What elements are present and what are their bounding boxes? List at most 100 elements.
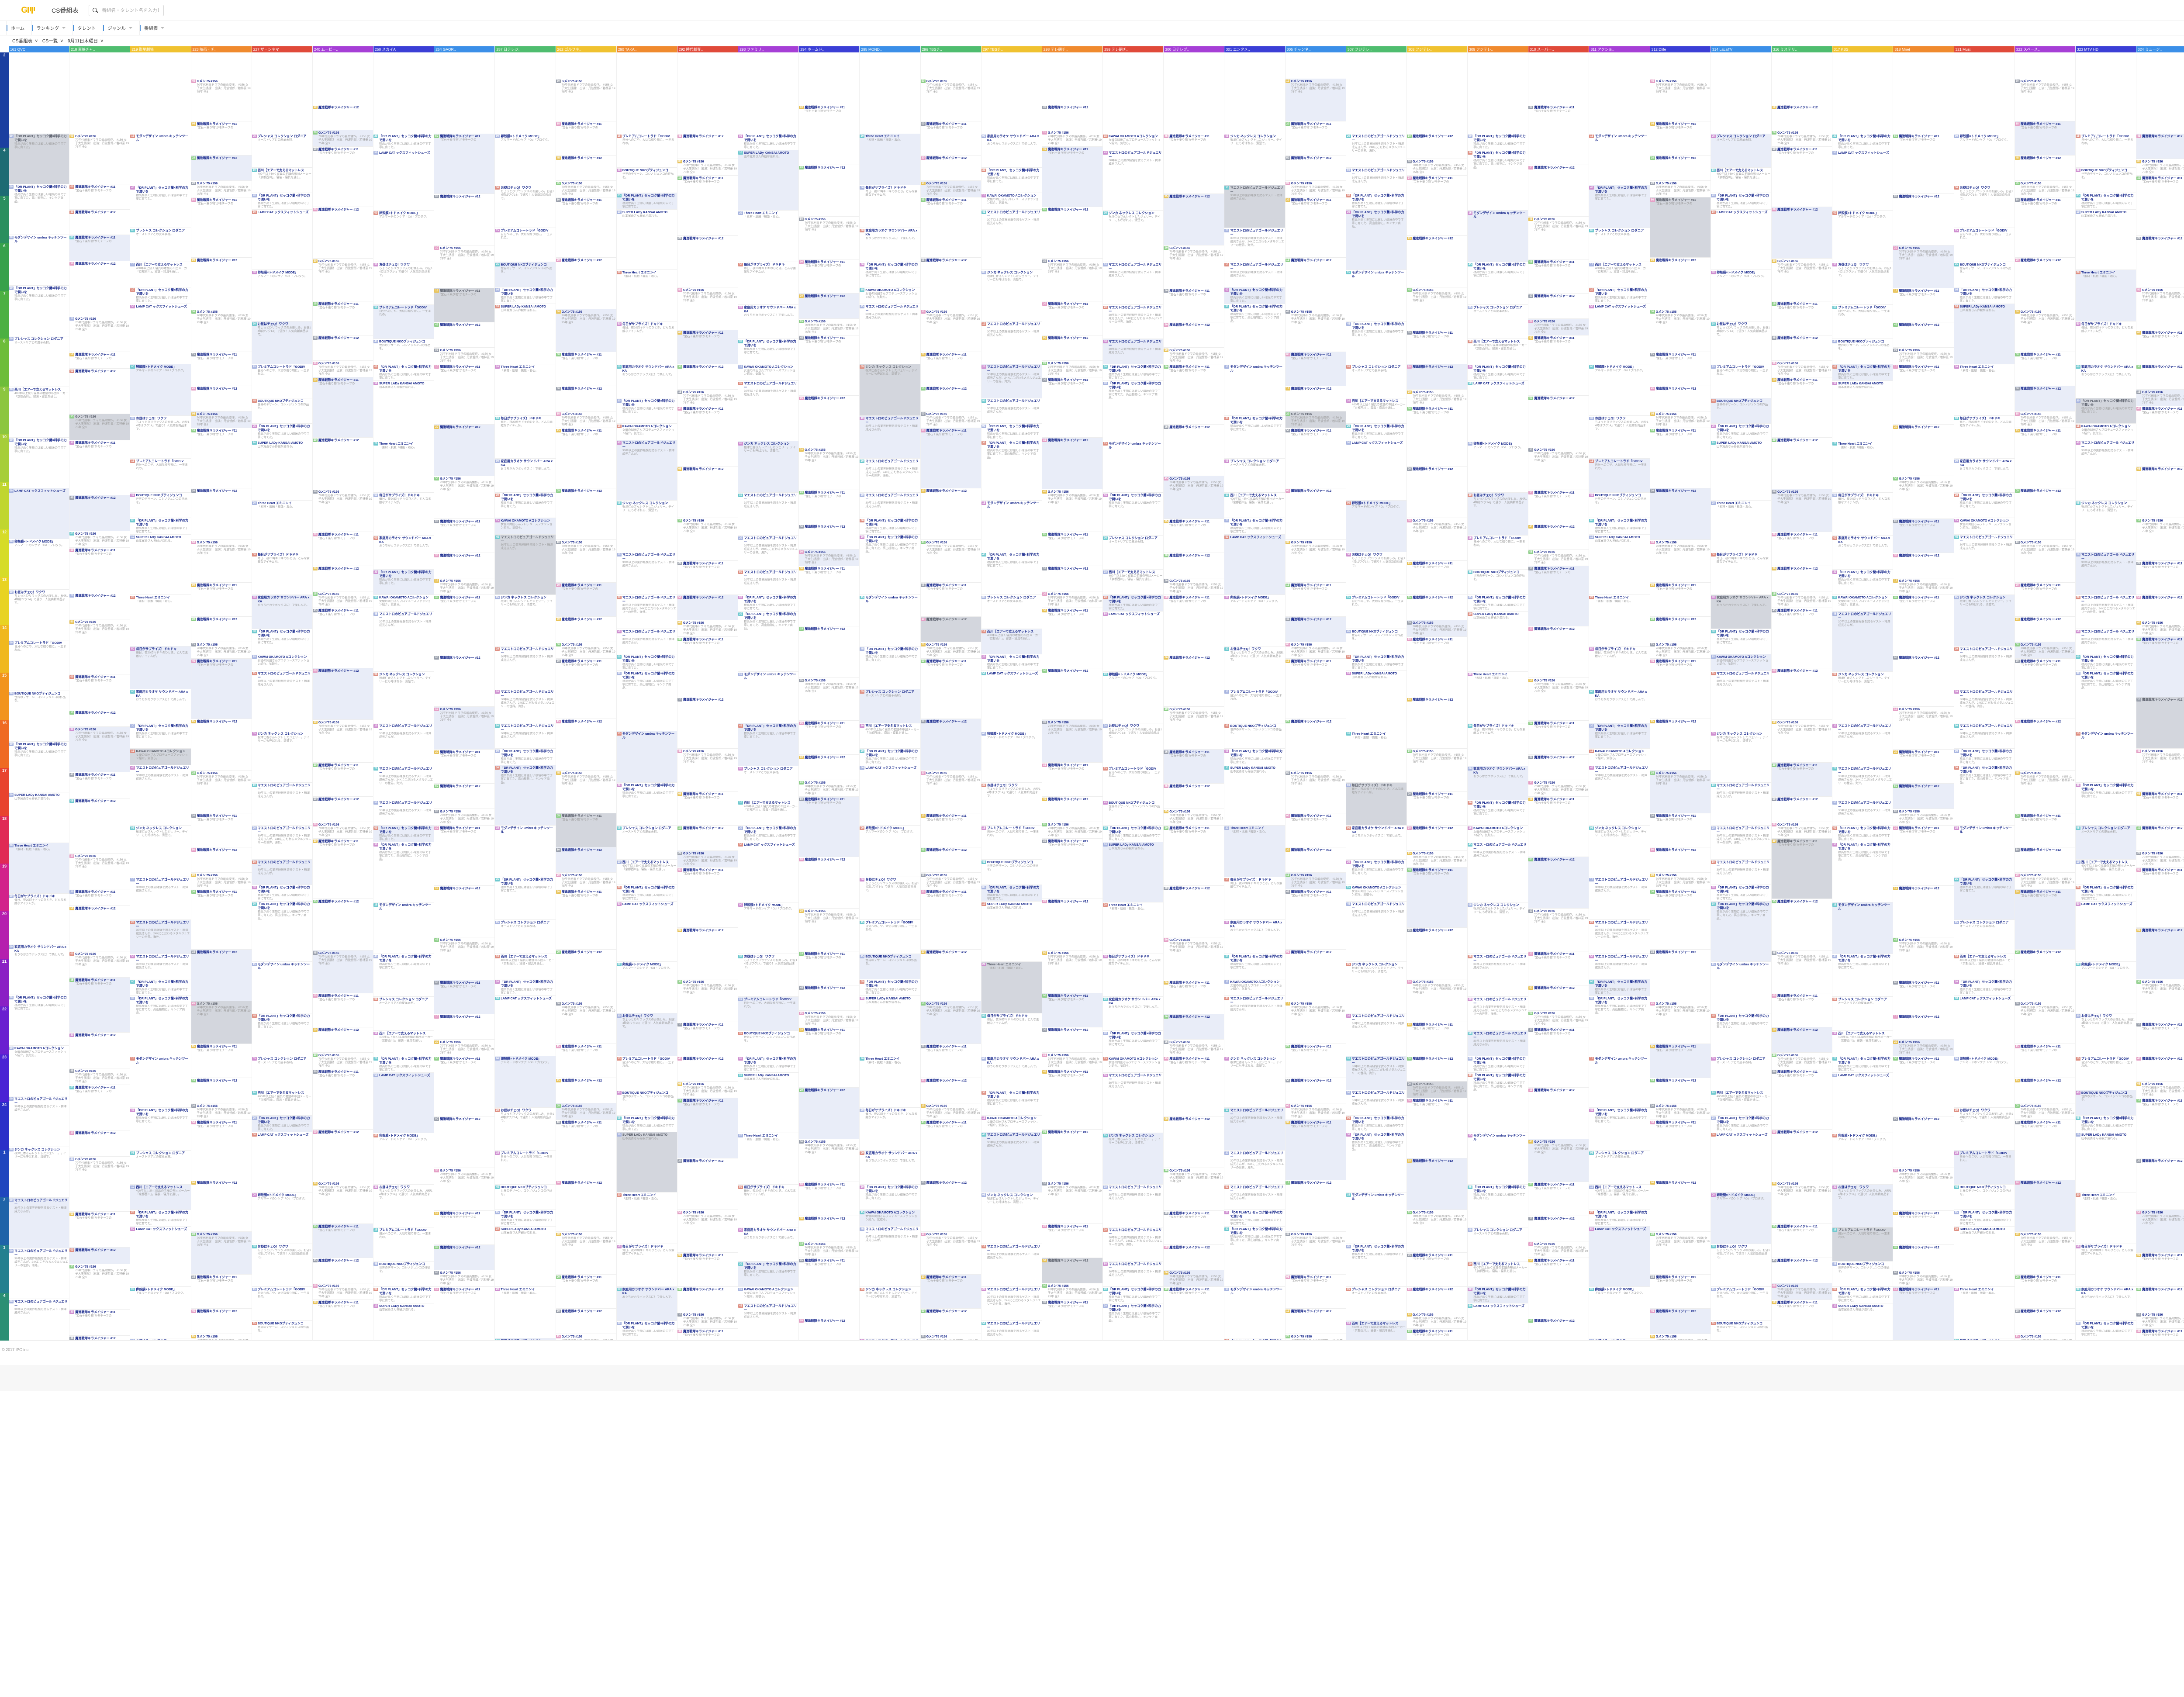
channel-header-295[interactable]: 295 MOND.. [860, 46, 920, 52]
program-cell[interactable]: 30「DR PLANT」セッコク蘭×科学の力で潤いを標高が高く生物には厳しい環境… [1224, 304, 1285, 364]
program-cell[interactable]: 45「DR PLANT」セッコク蘭×科学の力で潤いを標高が高く生物には厳しい環境… [1711, 1013, 1771, 1056]
program-cell[interactable]: 45「DR PLANT」セッコク蘭×科学の力で潤いを標高が高く生物には厳しい環境… [252, 1013, 312, 1056]
chevron-down-icon[interactable]: ∨ [35, 39, 38, 43]
channel-header-223[interactable]: 223 映画・チ.. [191, 46, 252, 52]
program-cell[interactable]: 20「DR PLANT」セッコク蘭×科学の力で潤いを標高が高く生物には厳しい環境… [1711, 193, 1771, 210]
channel-header-227[interactable]: 227 ザ・シネマ [252, 46, 312, 52]
program-cell[interactable]: 20「DR PLANT」セッコク蘭×科学の力で潤いを標高が高く生物には厳しい環境… [1468, 1287, 1528, 1303]
program-cell[interactable]: 30「DR PLANT」セッコク蘭×科学の力で潤いを標高が高く生物には厳しい環境… [1103, 1031, 1163, 1056]
chevron-down-icon[interactable]: ∨ [60, 39, 64, 43]
g-guide-logo[interactable]: G [12, 6, 44, 15]
program-cell[interactable]: 00「DR PLANT」セッコク蘭×科学の力で潤いを標高が高く生物には厳しい環境… [1103, 1287, 1163, 1303]
program-cell[interactable]: 00「DR PLANT」セッコク蘭×科学の力で潤いを標高が高く生物には厳しい環境… [981, 424, 1042, 440]
channel-header-262[interactable]: 262 ゴルフネ.. [556, 46, 616, 52]
channel-header-254[interactable]: 254 GAOR.. [434, 46, 494, 52]
program-cell[interactable]: 30「DR PLANT」セッコク蘭×科学の力で潤いを標高が高く生物には厳しい環境… [373, 570, 434, 595]
breadcrumb-item-0[interactable]: CS番組表∨ [12, 38, 38, 44]
